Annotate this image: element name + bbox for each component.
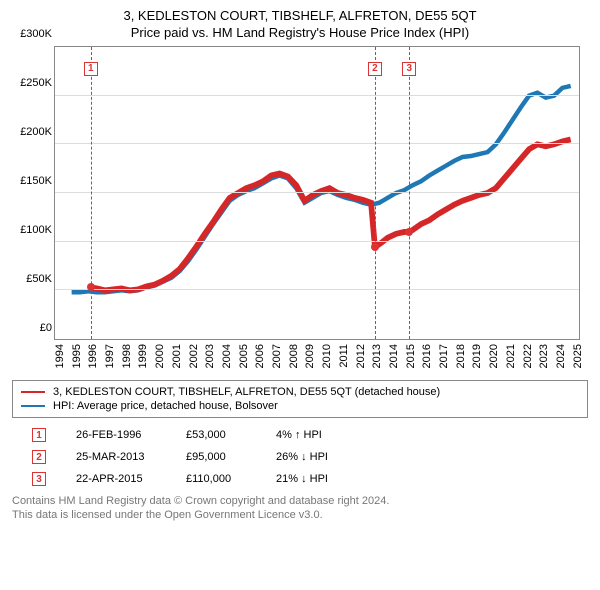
gridline — [55, 95, 579, 96]
event-delta: 21% ↓ HPI — [276, 473, 396, 485]
event-marker-line — [375, 47, 376, 339]
plot-area: 1 2 3 — [54, 46, 580, 340]
x-tick-label: 2011 — [338, 344, 350, 368]
x-tick-label: 2014 — [388, 344, 400, 368]
gridline — [55, 143, 579, 144]
title-block: 3, KEDLESTON COURT, TIBSHELF, ALFRETON, … — [12, 8, 588, 40]
footer-line-2: This data is licensed under the Open Gov… — [12, 508, 588, 522]
x-tick-label: 2024 — [555, 344, 567, 368]
event-marker-icon: 3 — [32, 472, 46, 486]
x-tick-label: 2000 — [154, 344, 166, 368]
event-delta: 4% ↑ HPI — [276, 429, 396, 441]
x-tick-label: 2020 — [488, 344, 500, 368]
event-dot — [371, 243, 379, 251]
sub-title: Price paid vs. HM Land Registry's House … — [12, 25, 588, 40]
x-tick-label: 2005 — [238, 344, 250, 368]
x-tick-label: 1998 — [121, 344, 133, 368]
x-tick-label: 2023 — [538, 344, 550, 368]
event-marker-line — [91, 47, 92, 339]
footer: Contains HM Land Registry data © Crown c… — [12, 494, 588, 523]
x-tick-label: 2006 — [254, 344, 266, 368]
y-tick-label: £150K — [20, 175, 52, 187]
x-tick-label: 2003 — [204, 344, 216, 368]
legend-swatch — [21, 391, 45, 393]
gridline — [55, 289, 579, 290]
x-tick-label: 2025 — [572, 344, 584, 368]
x-tick-label: 2007 — [271, 344, 283, 368]
series-line — [91, 139, 571, 290]
x-tick-label: 2016 — [421, 344, 433, 368]
event-delta: 26% ↓ HPI — [276, 451, 396, 463]
x-tick-label: 2012 — [355, 344, 367, 368]
main-title: 3, KEDLESTON COURT, TIBSHELF, ALFRETON, … — [12, 8, 588, 23]
event-marker-icon: 1 — [32, 428, 46, 442]
y-tick-label: £200K — [20, 126, 52, 138]
gridline — [55, 192, 579, 193]
footer-line-1: Contains HM Land Registry data © Crown c… — [12, 494, 588, 508]
events-list: 1 26-FEB-1996£53,0004% ↑ HPI 2 25-MAR-2013£… — [12, 424, 588, 490]
chart-container: 3, KEDLESTON COURT, TIBSHELF, ALFRETON, … — [0, 0, 600, 527]
x-tick-label: 2022 — [522, 344, 534, 368]
y-tick-label: £100K — [20, 224, 52, 236]
x-tick-label: 2019 — [471, 344, 483, 368]
event-date: 26-FEB-1996 — [76, 429, 186, 441]
x-tick-label: 1996 — [87, 344, 99, 368]
x-tick-label: 2018 — [455, 344, 467, 368]
event-row: 3 22-APR-2015£110,00021% ↓ HPI — [12, 468, 588, 490]
x-tick-label: 1995 — [71, 344, 83, 368]
event-marker-box: 2 — [368, 62, 382, 76]
x-tick-label: 2017 — [438, 344, 450, 368]
event-marker-line — [409, 47, 410, 339]
y-tick-label: £50K — [26, 273, 52, 285]
event-dot — [87, 283, 95, 291]
x-tick-label: 1999 — [137, 344, 149, 368]
event-date: 25-MAR-2013 — [76, 451, 186, 463]
event-marker-icon: 2 — [32, 450, 46, 464]
event-marker-box: 3 — [402, 62, 416, 76]
event-row: 2 25-MAR-2013£95,00026% ↓ HPI — [12, 446, 588, 468]
y-tick-label: £300K — [20, 28, 52, 40]
legend-item: HPI: Average price, detached house, Bols… — [21, 399, 579, 413]
event-date: 22-APR-2015 — [76, 473, 186, 485]
chart-area: £0£50K£100K£150K£200K£250K£300K 123 1994… — [12, 46, 588, 376]
x-tick-label: 1997 — [104, 344, 116, 368]
x-tick-label: 2021 — [505, 344, 517, 368]
event-price: £53,000 — [186, 429, 276, 441]
event-price: £95,000 — [186, 451, 276, 463]
y-tick-label: £0 — [40, 322, 52, 334]
x-tick-label: 2008 — [288, 344, 300, 368]
x-tick-label: 2009 — [304, 344, 316, 368]
x-tick-label: 2013 — [371, 344, 383, 368]
event-dot — [405, 228, 413, 236]
line-svg — [55, 47, 579, 339]
y-tick-label: £250K — [20, 77, 52, 89]
y-axis: £0£50K£100K£150K£200K£250K£300K — [12, 46, 54, 340]
legend-item: 3, KEDLESTON COURT, TIBSHELF, ALFRETON, … — [21, 385, 579, 399]
legend-swatch — [21, 405, 45, 407]
x-axis: 1994 1995 1996 1997 1998 1999 2000 2001 2002 2003… — [54, 340, 580, 376]
gridline — [55, 241, 579, 242]
x-tick-label: 2004 — [221, 344, 233, 368]
event-marker-box: 1 — [84, 62, 98, 76]
x-tick-label: 2015 — [405, 344, 417, 368]
x-tick-label: 2010 — [321, 344, 333, 368]
x-tick-label: 1994 — [54, 344, 66, 368]
event-price: £110,000 — [186, 473, 276, 485]
event-row: 1 26-FEB-1996£53,0004% ↑ HPI — [12, 424, 588, 446]
legend-label: HPI: Average price, detached house, Bols… — [53, 400, 278, 412]
legend-box: 3, KEDLESTON COURT, TIBSHELF, ALFRETON, … — [12, 380, 588, 418]
legend-label: 3, KEDLESTON COURT, TIBSHELF, ALFRETON, … — [53, 386, 440, 398]
x-tick-label: 2002 — [188, 344, 200, 368]
x-tick-label: 2001 — [171, 344, 183, 368]
